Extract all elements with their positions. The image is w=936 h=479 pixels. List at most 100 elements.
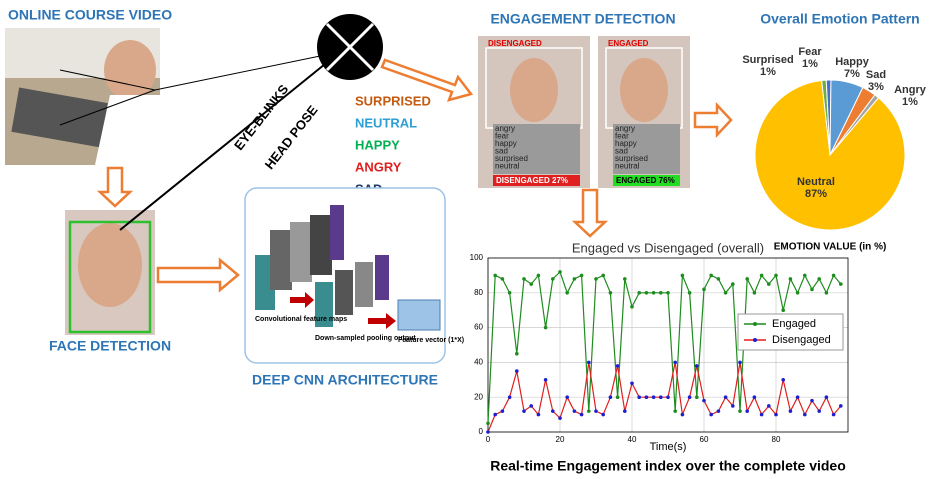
- cnn-label: Feature vector (1*X): [398, 337, 464, 344]
- pie-caption: EMOTION VALUE (in %): [774, 242, 887, 253]
- pie-value: 7%: [844, 68, 860, 80]
- bar-label: neutral: [615, 162, 640, 171]
- marker: [774, 274, 778, 278]
- marker: [501, 277, 505, 281]
- figure: ONLINE COURSE VIDEO FACE DETECTION EYE-B…: [0, 0, 936, 479]
- pie-value: 1%: [902, 96, 918, 108]
- marker: [817, 277, 821, 281]
- marker: [803, 274, 807, 278]
- marker: [789, 277, 793, 281]
- marker: [832, 413, 836, 417]
- marker: [544, 378, 548, 382]
- marker: [580, 274, 584, 278]
- marker: [781, 378, 785, 382]
- marker: [673, 409, 677, 413]
- marker: [580, 413, 584, 417]
- marker: [717, 277, 721, 281]
- pie-label: Fear: [798, 46, 822, 58]
- y-tick-label: 20: [474, 392, 483, 401]
- y-tick-label: 80: [474, 288, 483, 297]
- pie-value: 1%: [760, 66, 776, 78]
- marker: [609, 291, 613, 295]
- marker: [796, 291, 800, 295]
- marker: [796, 395, 800, 399]
- marker: [717, 409, 721, 413]
- marker: [537, 274, 541, 278]
- marker: [810, 288, 814, 292]
- legend-swatch: [753, 322, 757, 326]
- video-title: ONLINE COURSE VIDEO: [8, 7, 172, 23]
- marker: [774, 413, 778, 417]
- marker: [709, 274, 713, 278]
- arrow: [100, 168, 130, 206]
- pie-value: 3%: [868, 81, 884, 93]
- marker: [529, 282, 533, 286]
- marker: [839, 404, 843, 408]
- marker: [493, 274, 497, 278]
- score: ENGAGED 76%: [616, 176, 675, 185]
- legend-swatch: [753, 338, 757, 342]
- marker: [501, 409, 505, 413]
- marker: [760, 413, 764, 417]
- x-tick-label: 20: [556, 435, 565, 444]
- marker: [594, 409, 598, 413]
- pie-label: Surprised: [742, 54, 793, 66]
- marker: [616, 364, 620, 368]
- cnn-title: DEEP CNN ARCHITECTURE: [252, 372, 438, 388]
- marker: [738, 409, 742, 413]
- arrow: [695, 105, 731, 135]
- marker: [551, 409, 555, 413]
- marker: [817, 409, 821, 413]
- marker: [803, 413, 807, 417]
- x-tick-label: 60: [700, 435, 709, 444]
- marker: [652, 291, 656, 295]
- pie-label: Neutral: [797, 176, 835, 188]
- line-title: Engaged vs Disengaged (overall): [572, 240, 764, 255]
- engagement-title: ENGAGEMENT DETECTION: [490, 11, 675, 27]
- marker: [609, 395, 613, 399]
- marker: [645, 291, 649, 295]
- frame-status: ENGAGED: [608, 39, 649, 48]
- pie-label: Sad: [866, 69, 886, 81]
- marker: [738, 361, 742, 365]
- marker: [558, 270, 562, 274]
- pie-value: 87%: [805, 188, 827, 200]
- emotion-label: ANGRY: [355, 159, 402, 174]
- marker: [637, 291, 641, 295]
- marker: [659, 395, 663, 399]
- marker: [486, 430, 490, 434]
- pie-label: Angry: [894, 84, 927, 96]
- y-tick-label: 40: [474, 358, 483, 367]
- face: [620, 58, 668, 122]
- marker: [724, 395, 728, 399]
- marker: [731, 282, 735, 286]
- y-tick-label: 60: [474, 323, 483, 332]
- marker: [666, 291, 670, 295]
- legend-label: Engaged: [772, 318, 816, 330]
- marker: [695, 364, 699, 368]
- marker: [565, 291, 569, 295]
- marker: [731, 404, 735, 408]
- marker: [673, 361, 677, 365]
- marker: [659, 291, 663, 295]
- marker: [508, 395, 512, 399]
- marker: [515, 369, 519, 373]
- marker: [637, 395, 641, 399]
- emotion-label: SURPRISED: [355, 93, 431, 108]
- marker: [544, 326, 548, 330]
- x-tick-label: 80: [772, 435, 781, 444]
- marker: [688, 395, 692, 399]
- marker: [551, 277, 555, 281]
- cnn-label: Convolutional feature maps: [255, 316, 347, 323]
- marker: [522, 409, 526, 413]
- marker: [753, 395, 757, 399]
- marker: [745, 409, 749, 413]
- marker: [515, 352, 519, 356]
- marker: [594, 277, 598, 281]
- marker: [601, 413, 605, 417]
- marker: [493, 413, 497, 417]
- pie-label: Happy: [835, 56, 870, 68]
- marker: [810, 399, 814, 403]
- emotion-label: NEUTRAL: [355, 115, 417, 130]
- arrow: [575, 190, 605, 236]
